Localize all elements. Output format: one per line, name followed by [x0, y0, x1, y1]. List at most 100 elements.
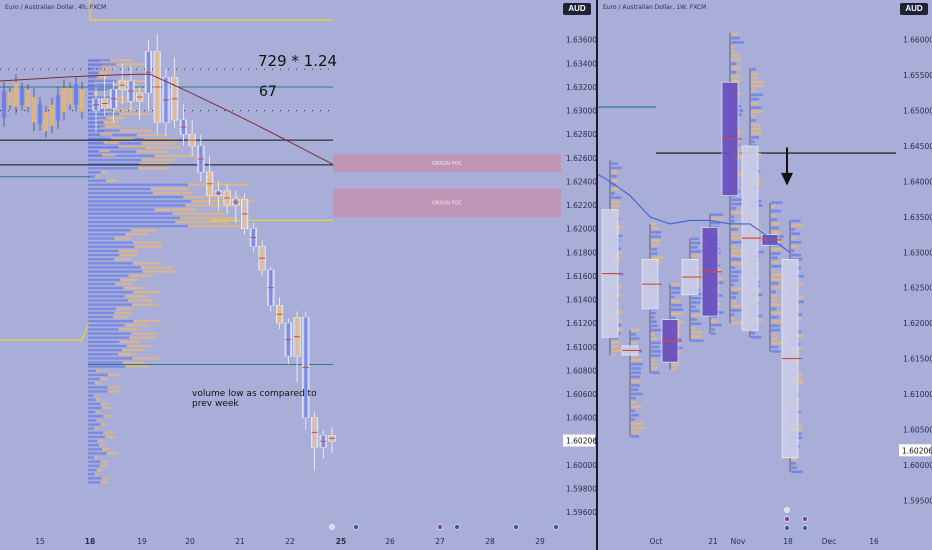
price-axis-tick: 1.59500: [903, 496, 932, 505]
candle-body[interactable]: [25, 89, 31, 107]
volume-note-line2[interactable]: prev week: [192, 399, 239, 409]
weekly-profile-bar: [691, 296, 702, 300]
weekly-profile-bar: [731, 219, 735, 223]
session-profile-bar-buy: [88, 116, 107, 120]
economic-event-marker[interactable]: [353, 524, 359, 530]
price-axis-tick: 1.63600: [566, 36, 596, 45]
candle-body[interactable]: [61, 87, 67, 113]
economic-event-marker[interactable]: [784, 507, 790, 513]
candle-body[interactable]: [43, 112, 49, 132]
price-axis-tick: 1.62800: [566, 130, 596, 139]
last-price-badge[interactable]: [563, 434, 595, 447]
moving-average-line[interactable]: [598, 173, 791, 253]
time-axis-tick: 19: [137, 537, 147, 546]
economic-event-marker[interactable]: [437, 524, 443, 530]
economic-event-marker[interactable]: [329, 524, 335, 530]
candle-body[interactable]: [1, 91, 7, 118]
weekly-profile-bar: [631, 328, 640, 332]
volume-profile-bar-sell: [103, 415, 113, 418]
candle-body[interactable]: [55, 95, 61, 121]
right-chart-pane[interactable]: 1.66000 1.65500 1.65000 1.64500 1.64000 1.635…: [598, 0, 932, 550]
weekly-profile-bar: [691, 313, 701, 317]
candle-body[interactable]: [19, 88, 25, 105]
economic-event-marker[interactable]: [553, 524, 559, 530]
left-chart-pane[interactable]: ORIGIN POC ORIGIN POC 729 * 1.24 67 volume l…: [0, 0, 596, 550]
volume-profile-bar-buy: [88, 307, 117, 310]
volume-profile-bar-sell: [172, 212, 225, 215]
volume-profile-bar-buy: [88, 348, 123, 352]
weekly-profile-bar: [631, 430, 640, 434]
candle-body[interactable]: [49, 104, 55, 126]
time-axis-tick: 18: [85, 537, 95, 546]
weekly-profile-bar: [651, 350, 662, 353]
weekly-profile-bar: [771, 201, 783, 204]
weekly-profile-bar: [631, 341, 637, 345]
weekly-profile-bar: [671, 316, 676, 320]
count-annotation[interactable]: 67: [259, 84, 277, 100]
volume-profile-bar-buy: [88, 216, 181, 220]
moving-average-line[interactable]: [0, 73, 334, 165]
volume-profile-bar-buy: [88, 303, 132, 306]
candle-body[interactable]: [67, 87, 73, 105]
weekly-profile-bar: [651, 328, 662, 332]
weekly-profile-bar: [731, 211, 743, 214]
economic-event-marker[interactable]: [454, 524, 460, 530]
weekly-profile-bar: [651, 231, 662, 234]
price-axis-tick: 1.61500: [903, 355, 932, 364]
weekly-profile-bar: [631, 422, 644, 425]
volume-profile-bar-buy: [88, 299, 129, 302]
weekly-profile-bar: [631, 337, 640, 340]
weekly-profile-bar: [771, 324, 780, 328]
candle-body[interactable]: [73, 84, 79, 105]
volume-profile-bar-buy: [88, 431, 104, 434]
candle-body[interactable]: [31, 96, 37, 123]
weekly-profile-bar: [671, 367, 677, 371]
volume-profile-bar-buy: [88, 183, 188, 186]
economic-event-marker[interactable]: [802, 516, 808, 522]
session-profile-bar-sell: [97, 75, 107, 78]
volume-profile-bar-buy: [88, 167, 138, 170]
candle-body[interactable]: [79, 89, 85, 112]
volume-profile-bar-sell: [188, 224, 250, 228]
time-axis-tick: 20: [185, 537, 195, 546]
weekly-profile-bar: [731, 283, 735, 287]
weekly-profile-bar: [751, 97, 760, 101]
volume-profile-bar-buy: [88, 154, 155, 158]
volume-profile-bar-buy: [88, 472, 95, 476]
weekly-profile-bar: [711, 319, 717, 323]
price-axis-tick: 1.63500: [903, 213, 932, 222]
economic-event-marker[interactable]: [784, 525, 790, 531]
volume-profile-bar-sell: [185, 204, 246, 207]
volume-profile-bar-sell: [142, 270, 177, 273]
weekly-profile-bar: [651, 311, 656, 315]
left-currency-badge[interactable]: AUD: [563, 3, 591, 15]
weekly-profile-bar: [711, 217, 724, 221]
weekly-profile-bar: [651, 252, 658, 255]
candle-body[interactable]: [37, 103, 43, 125]
pane-divider[interactable]: [596, 0, 598, 550]
last-price-badge[interactable]: [899, 444, 931, 457]
multiplier-annotation[interactable]: 729 * 1.24: [258, 52, 337, 70]
weekly-profile-bar: [731, 45, 735, 48]
last-price-label: 1.60206: [902, 446, 932, 455]
right-currency-badge[interactable]: AUD: [900, 3, 928, 15]
weekly-profile-bar: [791, 232, 801, 236]
economic-event-marker[interactable]: [784, 516, 790, 522]
economic-event-marker[interactable]: [513, 524, 519, 530]
weekly-profile-bar: [731, 270, 742, 274]
down-arrow-icon[interactable]: [781, 172, 793, 186]
weekly-profile-bar: [731, 202, 744, 206]
volume-profile-bar-sell: [145, 146, 181, 149]
volume-profile-bar-buy: [88, 278, 121, 282]
session-profile-bar-buy: [88, 112, 120, 116]
time-axis-tick: 26: [385, 537, 395, 546]
economic-event-marker[interactable]: [802, 525, 808, 531]
weekly-profile-bar: [711, 328, 715, 331]
candle-body[interactable]: [7, 92, 13, 106]
candle-body[interactable]: [13, 82, 19, 107]
origin-poc-zone[interactable]: [333, 188, 561, 217]
origin-poc-zone[interactable]: [333, 154, 561, 172]
weekly-profile-bar: [771, 333, 776, 336]
volume-note-line1[interactable]: volume low as compared to: [192, 389, 317, 399]
volume-profile-bar-buy: [88, 133, 137, 137]
